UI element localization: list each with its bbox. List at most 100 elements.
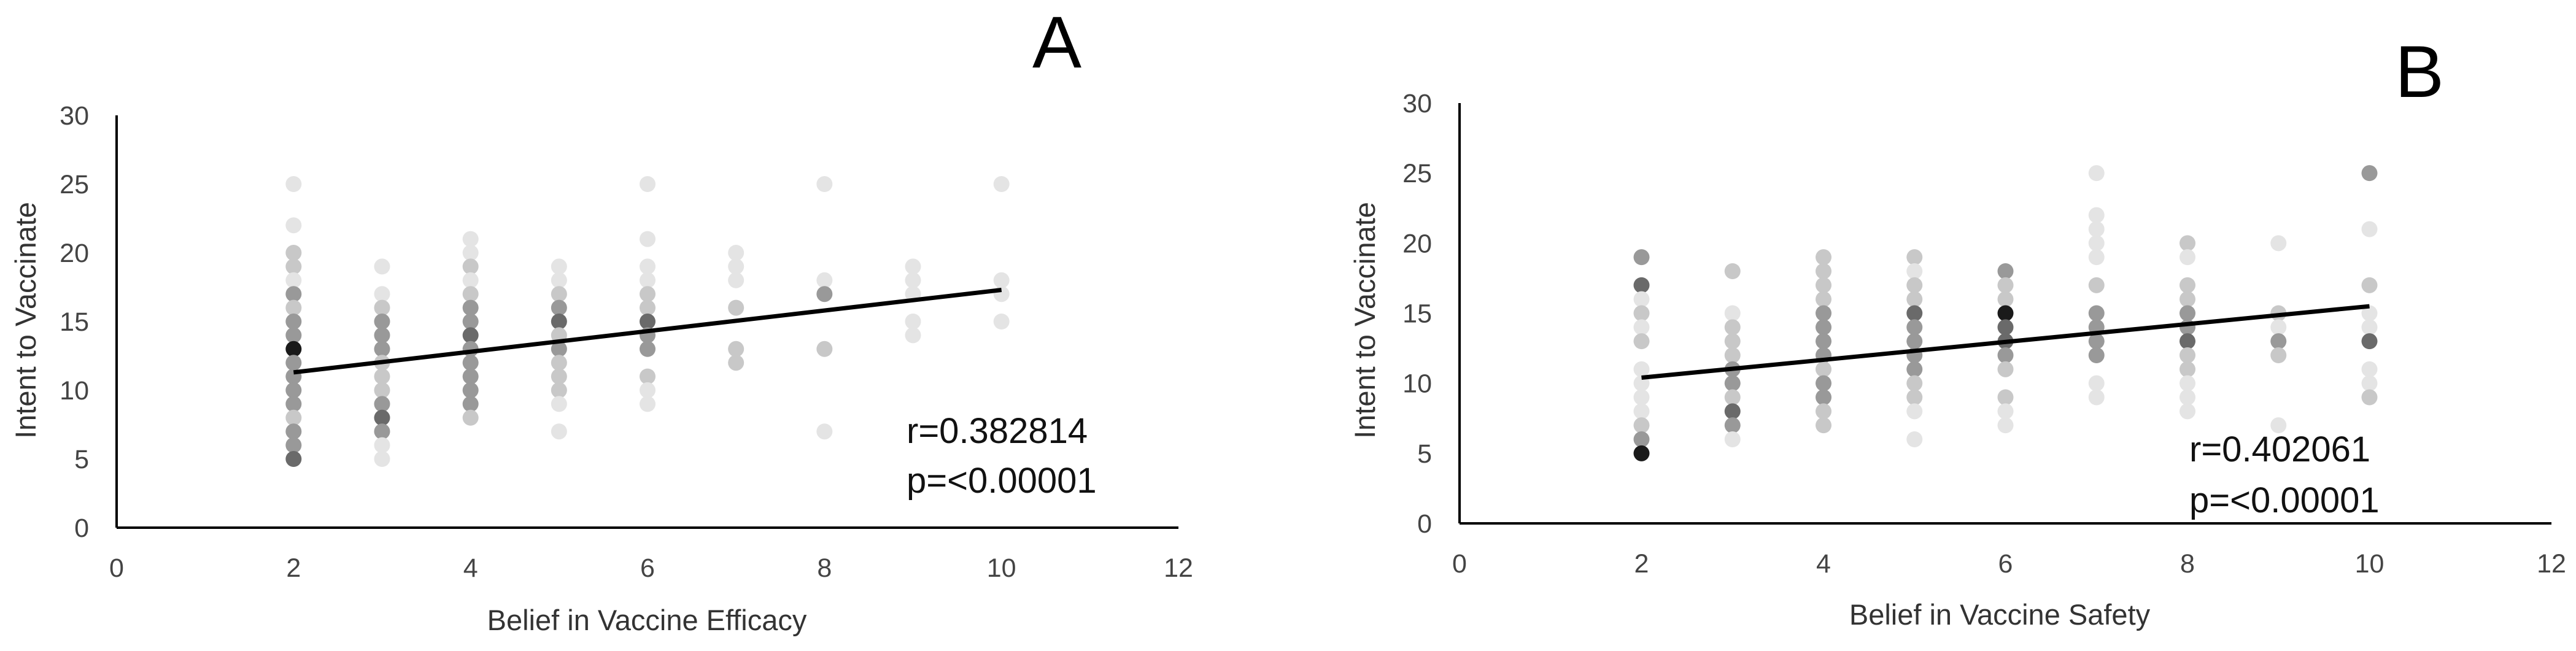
data-point [374, 341, 390, 357]
data-point [1906, 277, 1923, 293]
y-tick-labels: 0 5 10 15 20 25 30 [1402, 89, 1432, 539]
data-point [905, 272, 921, 288]
data-point [374, 368, 390, 385]
x-tick-label: 10 [987, 553, 1016, 583]
data-point [905, 314, 921, 329]
data-point [1997, 389, 2014, 406]
data-point [1724, 347, 1741, 363]
data-point [640, 231, 656, 247]
data-point [1724, 319, 1741, 336]
data-point [1633, 389, 1650, 406]
y-tick-label: 15 [1402, 299, 1432, 329]
data-point [1816, 375, 1831, 391]
data-point [1816, 291, 1831, 307]
data-point [2180, 249, 2195, 266]
data-point [1906, 361, 1923, 377]
data-point [1906, 249, 1923, 266]
data-point [551, 299, 567, 316]
x-tick-labels: 0 2 4 6 8 10 12 [1452, 549, 2566, 579]
data-point [462, 272, 479, 288]
data-point [1816, 417, 1831, 434]
data-point [285, 272, 302, 288]
data-point [285, 396, 302, 412]
data-point [2180, 361, 2195, 377]
panel-letter: B [2395, 31, 2444, 113]
data-point [2088, 249, 2105, 266]
data-point [993, 272, 1010, 288]
data-point [640, 299, 656, 316]
data-point [462, 299, 479, 316]
data-point [1633, 305, 1650, 322]
data-point [462, 245, 479, 261]
data-point [1997, 305, 2014, 322]
data-point [1633, 431, 1650, 447]
data-point [551, 314, 567, 329]
panel-a: A 0 2 4 6 8 10 12 0 5 10 15 20 25 30 Belief in Vacci… [9, 1, 1193, 636]
data-point [551, 355, 567, 371]
data-point [285, 299, 302, 316]
x-tick-label: 4 [1816, 549, 1831, 579]
data-point [285, 341, 302, 357]
data-point [462, 355, 479, 371]
data-point [905, 327, 921, 344]
data-point [551, 272, 567, 288]
data-point [285, 423, 302, 440]
data-point [2361, 277, 2378, 293]
data-point [551, 341, 567, 357]
x-tick-label: 6 [640, 553, 655, 583]
data-point [1724, 305, 1741, 322]
data-point [1906, 333, 1923, 350]
data-point [374, 437, 390, 453]
data-point [640, 272, 656, 288]
data-point [1633, 277, 1650, 293]
data-point [1906, 389, 1923, 406]
data-point [374, 409, 390, 426]
y-tick-label: 20 [60, 239, 89, 268]
data-point [1997, 263, 2014, 279]
data-point [1816, 249, 1831, 266]
data-point [1906, 375, 1923, 391]
data-point [1997, 361, 2014, 377]
data-point [2088, 333, 2105, 350]
data-point [551, 286, 567, 302]
y-tick-labels: 0 5 10 15 20 25 30 [60, 101, 89, 543]
data-point [1724, 263, 1741, 279]
data-point [816, 423, 833, 440]
data-point [374, 423, 390, 440]
p-value-label: p=<0.00001 [907, 461, 1097, 501]
trendline [1641, 304, 2370, 380]
data-point [2180, 235, 2195, 252]
data-point [1906, 431, 1923, 447]
data-point [374, 327, 390, 344]
x-axis-label: Belief in Vaccine Efficacy [487, 604, 807, 636]
x-tick-label: 10 [2355, 549, 2385, 579]
x-tick-label: 4 [463, 553, 478, 583]
y-tick-label: 15 [60, 307, 89, 337]
data-point [1997, 291, 2014, 307]
data-point [640, 396, 656, 412]
data-point [462, 258, 479, 275]
data-point [2180, 403, 2195, 420]
correlation-label: r=0.402061 [2189, 430, 2370, 469]
data-point [1816, 361, 1831, 377]
data-point [1906, 319, 1923, 336]
data-point [462, 396, 479, 412]
data-point [1816, 319, 1831, 336]
data-point [640, 382, 656, 398]
data-point [374, 299, 390, 316]
data-point [374, 258, 390, 275]
x-tick-label: 0 [109, 553, 124, 583]
points-layer [1633, 165, 2378, 461]
data-point [1816, 333, 1831, 350]
data-point [728, 341, 745, 357]
data-point [374, 396, 390, 412]
data-point [728, 355, 745, 371]
data-point [374, 286, 390, 302]
panel-b: B 0 2 4 6 8 10 12 0 5 10 15 20 25 30 Belief in Vacci… [1348, 31, 2566, 631]
data-point [1724, 375, 1741, 391]
y-axis-label: Intent to Vaccinate [1348, 202, 1381, 439]
data-point [1816, 263, 1831, 279]
y-tick-label: 30 [1402, 89, 1432, 118]
data-point [462, 382, 479, 398]
